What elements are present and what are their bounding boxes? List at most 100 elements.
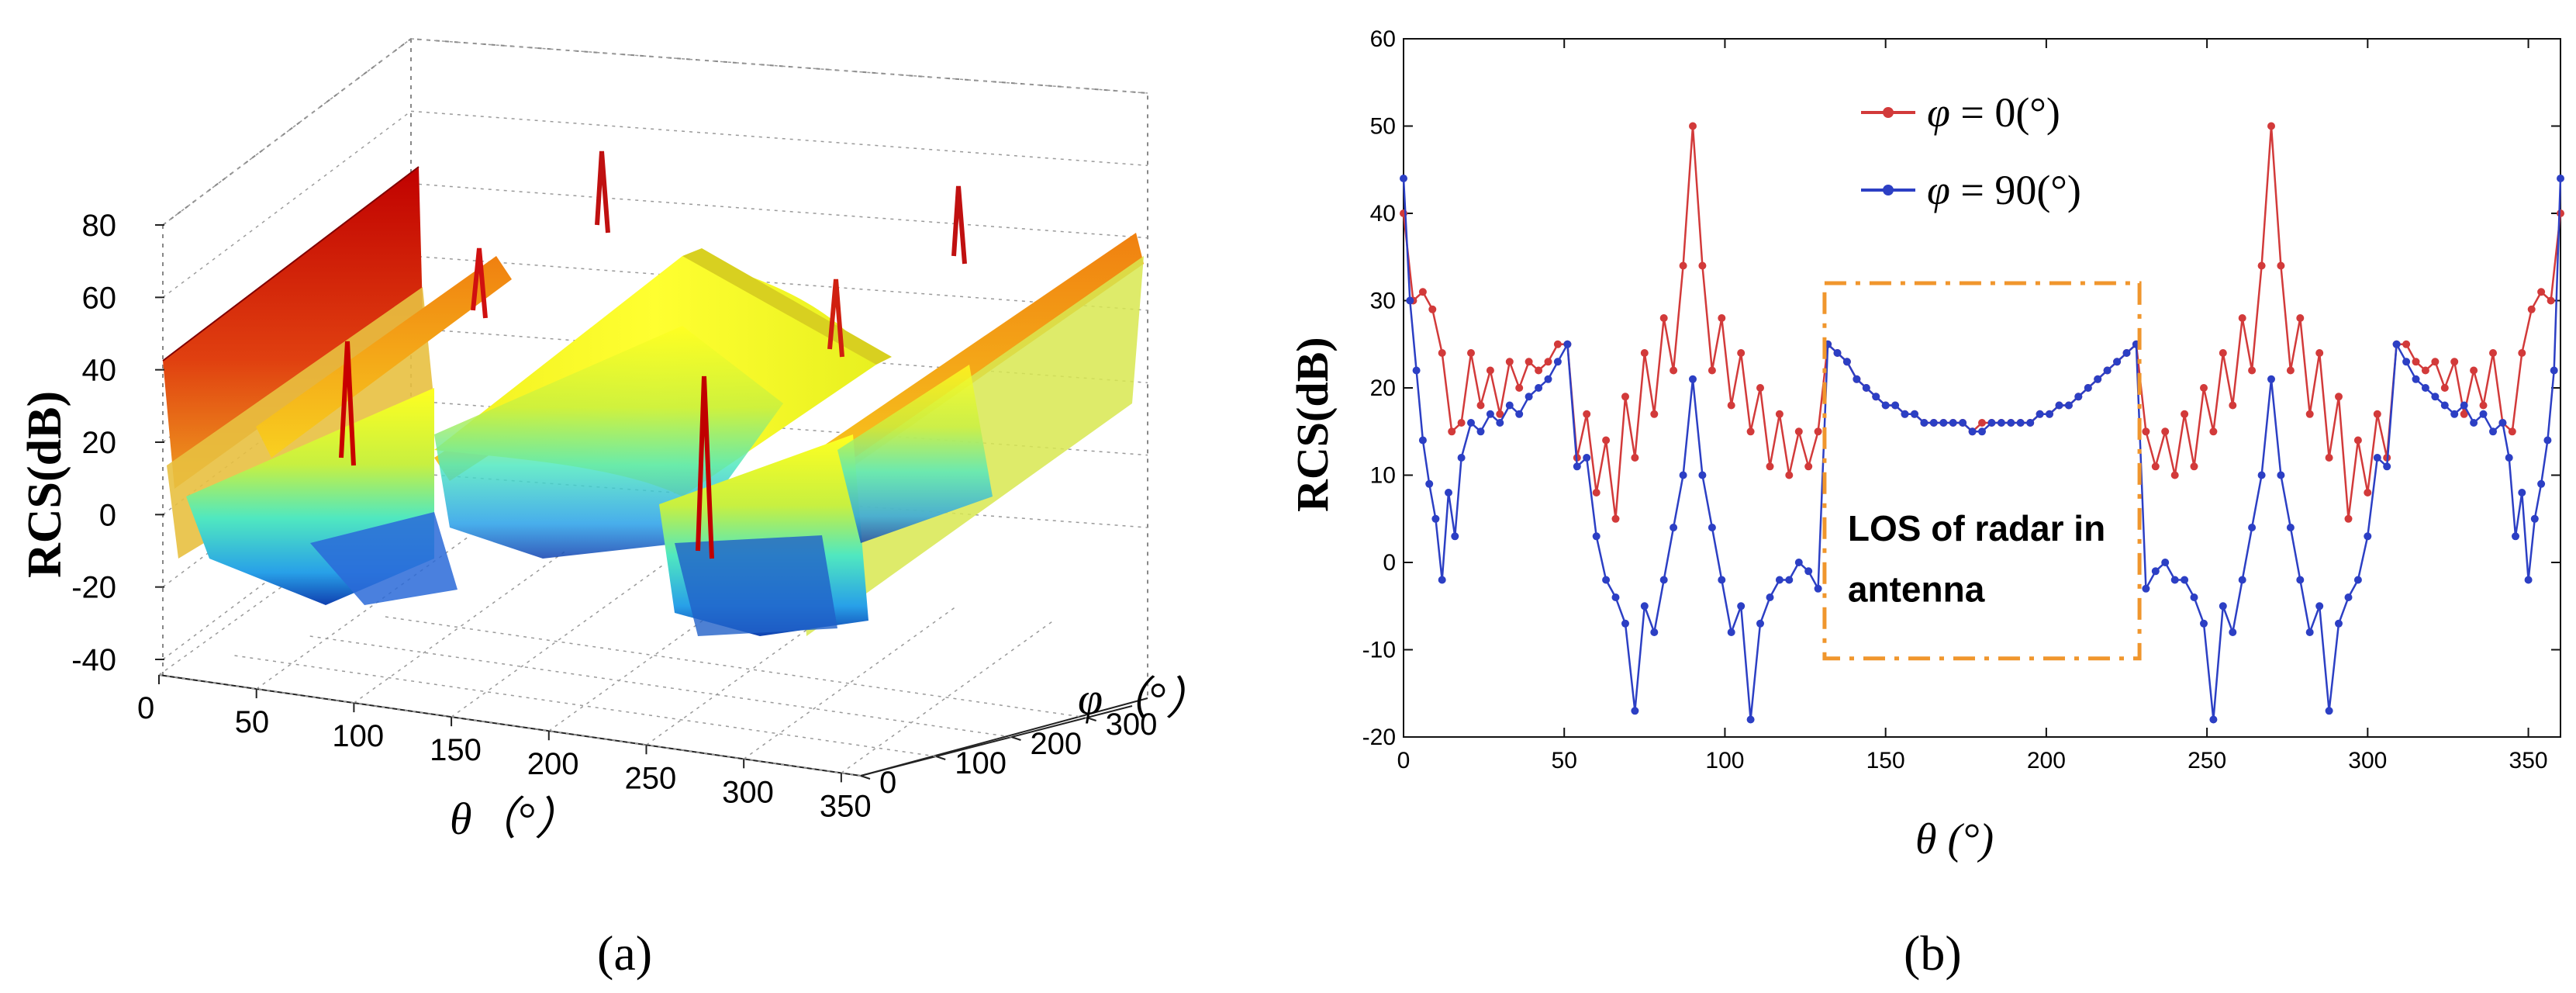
series-point-0 (2267, 122, 2275, 130)
series-point-1 (1746, 715, 1755, 724)
b-y-tick-label: 40 (1370, 201, 1396, 227)
series-point-0 (1756, 384, 1764, 392)
series-point-1 (2200, 619, 2208, 628)
series-point-1 (2248, 524, 2257, 531)
panel-a-y-ticks: 0 100 200 300 (860, 708, 1157, 800)
series-point-1 (2113, 358, 2122, 366)
series-point-1 (2489, 427, 2497, 436)
series-point-1 (2296, 576, 2305, 584)
b-y-tick-label: 50 (1370, 114, 1396, 140)
series-point-1 (2543, 436, 2552, 445)
series-point-1 (2344, 593, 2353, 601)
series-point-0 (1746, 427, 1755, 436)
series-point-0 (2200, 384, 2208, 392)
series-point-1 (2170, 576, 2179, 584)
series-point-1 (2412, 375, 2420, 383)
b-x-tick-label: 100 (1705, 748, 1744, 773)
series-point-1 (1573, 462, 1581, 471)
series-point-1 (2479, 410, 2488, 418)
series-point-1 (2209, 715, 2218, 724)
series-point-1 (2537, 479, 2546, 488)
series-point-1 (1968, 427, 1977, 436)
series-point-1 (1535, 384, 1543, 392)
series-point-1 (1737, 602, 1746, 611)
series-point-0 (1592, 489, 1601, 496)
series-point-0 (2142, 427, 2150, 436)
series-point-0 (1553, 340, 1562, 348)
series-point-1 (2277, 471, 2285, 479)
series-point-1 (1457, 454, 1466, 462)
series-point-0 (2181, 410, 2189, 418)
b-y-tick-label: 60 (1370, 26, 1396, 52)
series-point-1 (1400, 175, 1407, 182)
y-tick-label: 200 (1030, 727, 1082, 761)
legend-label-phi-0: φ = 0(°) (1927, 89, 2060, 136)
series-point-0 (1804, 462, 1813, 471)
series-point-1 (1708, 524, 1716, 531)
series-point-1 (1842, 358, 1851, 366)
series-point-1 (2498, 419, 2507, 427)
series-point-0 (1737, 349, 1746, 357)
series-point-0 (1505, 358, 1514, 366)
series-point-1 (1756, 619, 1764, 628)
series-point-1 (1544, 375, 1552, 383)
rcs-surface (162, 151, 1144, 636)
legend-text-0: = 0(°) (1950, 89, 2060, 136)
series-point-1 (2530, 514, 2539, 523)
x-grid-line (353, 549, 568, 704)
series-point-0 (1650, 410, 1659, 418)
series-point-1 (2550, 366, 2558, 375)
series-point-1 (1418, 436, 1427, 445)
series-point-1 (2103, 366, 2112, 375)
y-tick-mark (860, 775, 871, 780)
series-point-0 (1978, 419, 1986, 427)
panel-b-x-ticks: 0 50 100 150 200 250 300 350 (1397, 39, 2548, 773)
series-point-0 (2219, 349, 2227, 357)
series-point-1 (2267, 375, 2275, 383)
series-point-1 (1718, 576, 1726, 584)
series-point-1 (1987, 419, 1996, 427)
series-point-0 (1611, 514, 1620, 523)
series-point-1 (2064, 401, 2073, 410)
series-point-0 (2151, 462, 2160, 471)
panel-b-y-ticks: 60 50 40 30 20 10 0 -10 -20 (1362, 26, 2560, 750)
legend-phi-symbol-1: φ (1927, 167, 1950, 213)
z-tick-label: 40 (82, 354, 117, 388)
series-point-0 (2470, 366, 2478, 375)
b-x-tick-label: 200 (2027, 748, 2066, 773)
series-point-1 (1785, 576, 1794, 584)
series-point-1 (2325, 707, 2333, 715)
series-point-1 (1602, 576, 1611, 584)
series-point-1 (2074, 393, 2083, 401)
series-point-0 (2460, 410, 2468, 418)
series-point-0 (1621, 393, 1629, 401)
panel-a-y-label: φ（°） (1078, 673, 1210, 724)
series-point-0 (2209, 427, 2218, 436)
series-point-0 (2335, 393, 2343, 401)
series-point-0 (2315, 349, 2324, 357)
panel-b-caption: (b) (1904, 926, 1962, 981)
series-point-1 (2315, 602, 2324, 611)
b-x-tick-label: 150 (1866, 748, 1905, 773)
series-point-1 (1978, 427, 1986, 436)
series-point-1 (2161, 559, 2170, 566)
x-tick-label: 100 (332, 719, 384, 753)
series-point-1 (1853, 375, 1861, 383)
series-point-0 (2170, 471, 2179, 479)
panel-b-y-label: RCS(dB) (1287, 337, 1338, 512)
series-point-1 (1698, 471, 1707, 479)
x-grid-line (743, 605, 958, 759)
x-tick-label: 200 (527, 747, 579, 781)
series-point-1 (2440, 401, 2449, 410)
series-point-0 (2238, 314, 2246, 322)
series-point-0 (2402, 340, 2411, 348)
series-point-1 (2524, 576, 2533, 584)
series-point-1 (1412, 366, 1421, 375)
series-point-1 (2181, 576, 2189, 584)
series-point-1 (1406, 296, 1414, 305)
panel-b-series (1400, 122, 2564, 724)
y-tick-label: 100 (955, 746, 1007, 780)
series-point-1 (2421, 384, 2429, 392)
series-point-1 (2450, 410, 2459, 418)
series-point-0 (1727, 401, 1735, 410)
